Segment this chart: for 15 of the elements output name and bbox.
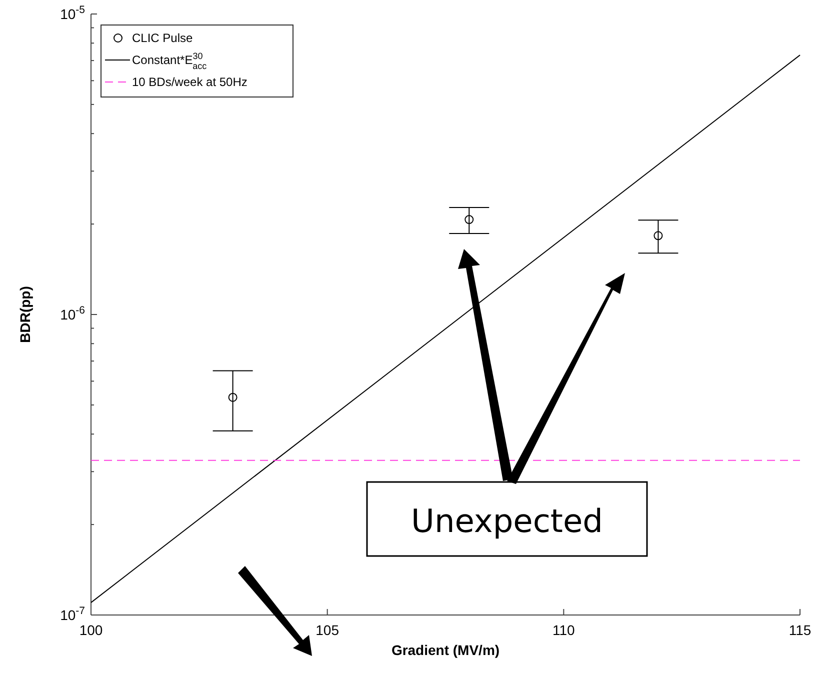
y-tick-label: 10$^{-5}$ (60, 4, 86, 22)
x-tick-label: 115 (788, 622, 812, 638)
x-tick-label: 100 (79, 622, 103, 638)
point (228, 392, 238, 402)
legend-label: CLIC Pulse (132, 31, 194, 45)
point (654, 231, 663, 240)
legend-label: 10 BDs/week at 50Hz (132, 75, 248, 89)
y-tick-label: 10$^{-7}$ (60, 605, 86, 623)
x-tick-label: 105 (316, 622, 340, 638)
annotation: Unexpected (411, 502, 603, 540)
point (464, 215, 474, 224)
x-axis-title: Gradient (MV/m) (391, 642, 500, 658)
y-tick-label: 10$^{-6}$ (60, 304, 86, 322)
y-axis-title: BDR(pp) (17, 286, 33, 343)
x-tick-label: 110 (552, 622, 576, 638)
